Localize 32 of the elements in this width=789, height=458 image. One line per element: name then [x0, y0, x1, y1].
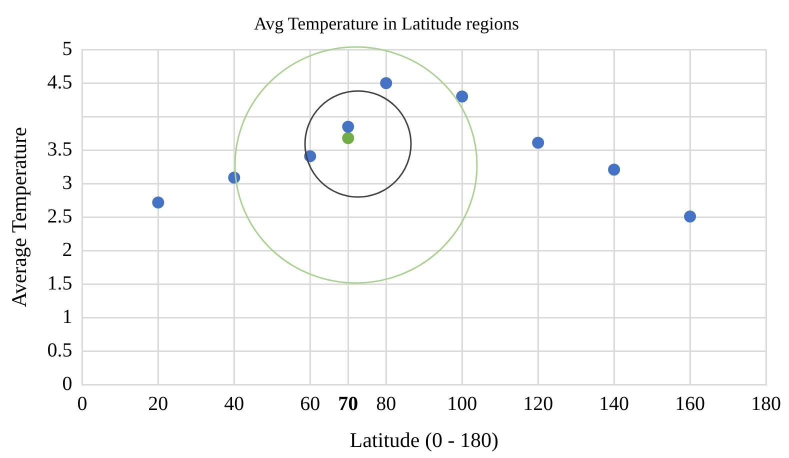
x-tick-label: 0 — [77, 393, 88, 416]
y-tick-label: 4.5 — [47, 71, 72, 94]
y-tick-label: 3.5 — [47, 138, 72, 160]
y-tick-label: 0.5 — [47, 340, 72, 362]
x-tick-label: 20 — [148, 393, 168, 416]
x-tick-label: 180 — [751, 393, 781, 416]
point — [456, 90, 468, 103]
point — [532, 136, 544, 149]
point — [380, 77, 392, 90]
x-tick-label: 40 — [224, 393, 244, 416]
y-tick-label: 2 — [62, 238, 72, 261]
x-tick-label: 120 — [523, 393, 554, 416]
point — [608, 164, 620, 176]
y-tick-label: 2.5 — [47, 205, 72, 228]
y-tick-label: 3 — [62, 172, 72, 194]
x-tick-label: 140 — [599, 393, 630, 416]
y-tick-label: 1.5 — [47, 272, 72, 294]
y-tick-label: 5 — [62, 38, 72, 60]
chart-title: Avg Temperature in Latitude regions — [254, 14, 519, 34]
point — [342, 120, 354, 133]
x-tick-label: 70 — [338, 392, 358, 415]
point — [684, 210, 696, 223]
point — [152, 196, 164, 208]
x-tick-label: 160 — [675, 393, 706, 416]
y-tick-label: 1 — [62, 306, 72, 328]
x-tick-label: 60 — [300, 393, 320, 416]
x-axis-title: Latitude (0 - 180) — [350, 428, 498, 452]
x-tick-label: 100 — [447, 393, 478, 416]
y-tick-label: 0 — [62, 373, 72, 396]
x-tick-label: 80 — [376, 393, 396, 416]
point — [342, 132, 354, 144]
y-axis-title: Average Temperature — [7, 127, 32, 308]
